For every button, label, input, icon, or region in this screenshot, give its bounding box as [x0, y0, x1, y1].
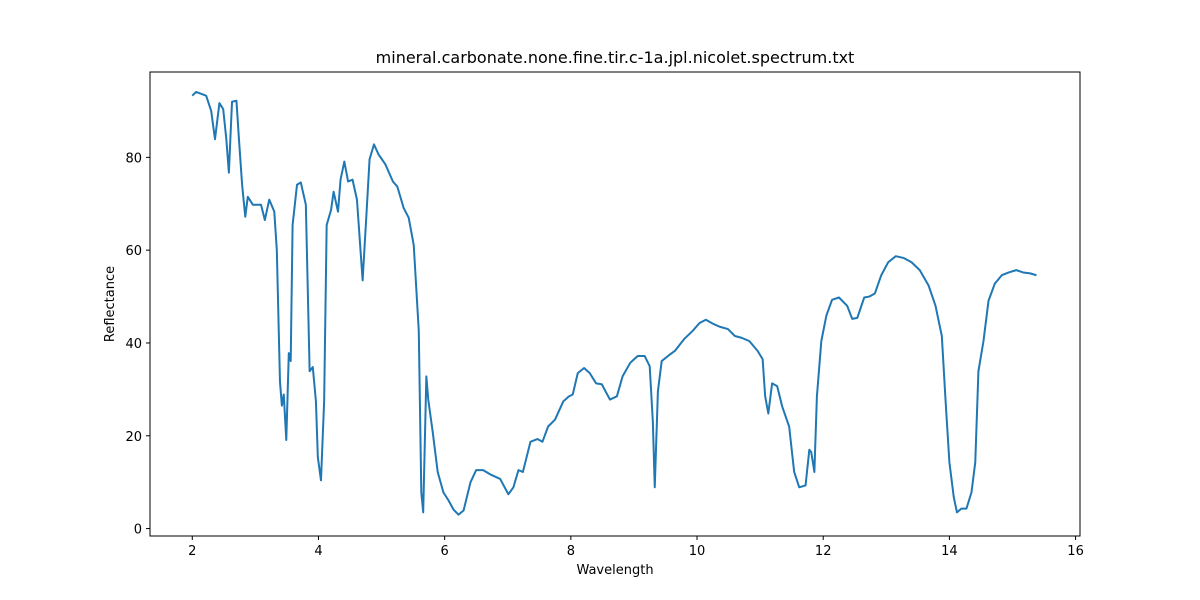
x-tick-label: 10	[689, 544, 706, 559]
x-tick-label: 16	[1067, 544, 1084, 559]
x-tick-label: 6	[441, 544, 449, 559]
x-tick-label: 2	[188, 544, 196, 559]
y-tick-label: 20	[125, 430, 142, 445]
x-axis-label: Wavelength	[576, 563, 653, 578]
y-axis-label: Reflectance	[103, 266, 118, 342]
x-tick-label: 14	[941, 544, 958, 559]
y-tick-label: 0	[134, 523, 142, 538]
y-tick-label: 40	[125, 337, 142, 352]
data-line	[191, 90, 1037, 516]
y-tick-label: 80	[125, 151, 142, 166]
x-tick-label: 4	[314, 544, 322, 559]
y-tick-label: 60	[125, 244, 142, 259]
plot-frame	[149, 71, 1081, 537]
chart-title: mineral.carbonate.none.fine.tir.c-1a.jpl…	[376, 48, 855, 67]
x-tick-label: 12	[815, 544, 832, 559]
x-tick-label: 8	[567, 544, 575, 559]
